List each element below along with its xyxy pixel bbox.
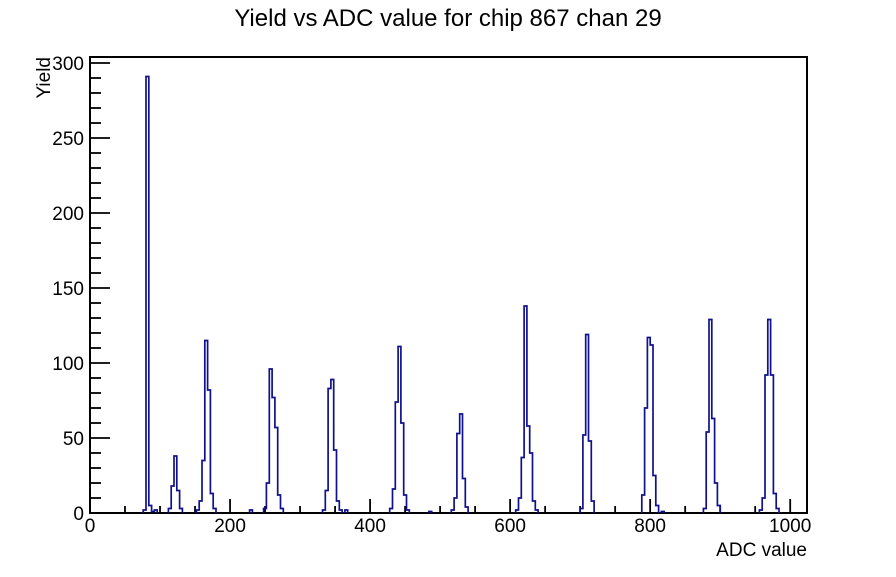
axis-ticks: [89, 62, 792, 514]
y-tick-label: 100: [52, 354, 84, 375]
x-tick-label: 800: [634, 516, 666, 537]
page-title: Yield vs ADC value for chip 867 chan 29: [234, 5, 661, 32]
y-tick-label: 50: [63, 429, 84, 450]
plot-frame: [89, 56, 808, 514]
axis-tick-labels: 0 200 400 600 800 1000 0 50 100 150 200 250 300: [52, 54, 811, 537]
y-axis-title: Yield: [34, 57, 55, 99]
y-tick-label: 0: [73, 504, 84, 525]
y-tick-label: 150: [52, 279, 84, 300]
y-tick-label: 200: [52, 204, 84, 225]
x-tick-label: 200: [214, 516, 246, 537]
histogram-line: [142, 75, 780, 513]
x-tick-label: 1000: [769, 516, 811, 537]
y-tick-label: 300: [52, 54, 84, 75]
x-tick-label: 400: [354, 516, 386, 537]
x-tick-label: 0: [85, 516, 96, 537]
x-tick-label: 600: [494, 516, 526, 537]
y-tick-label: 250: [52, 129, 84, 150]
x-axis-title: ADC value: [716, 540, 807, 561]
